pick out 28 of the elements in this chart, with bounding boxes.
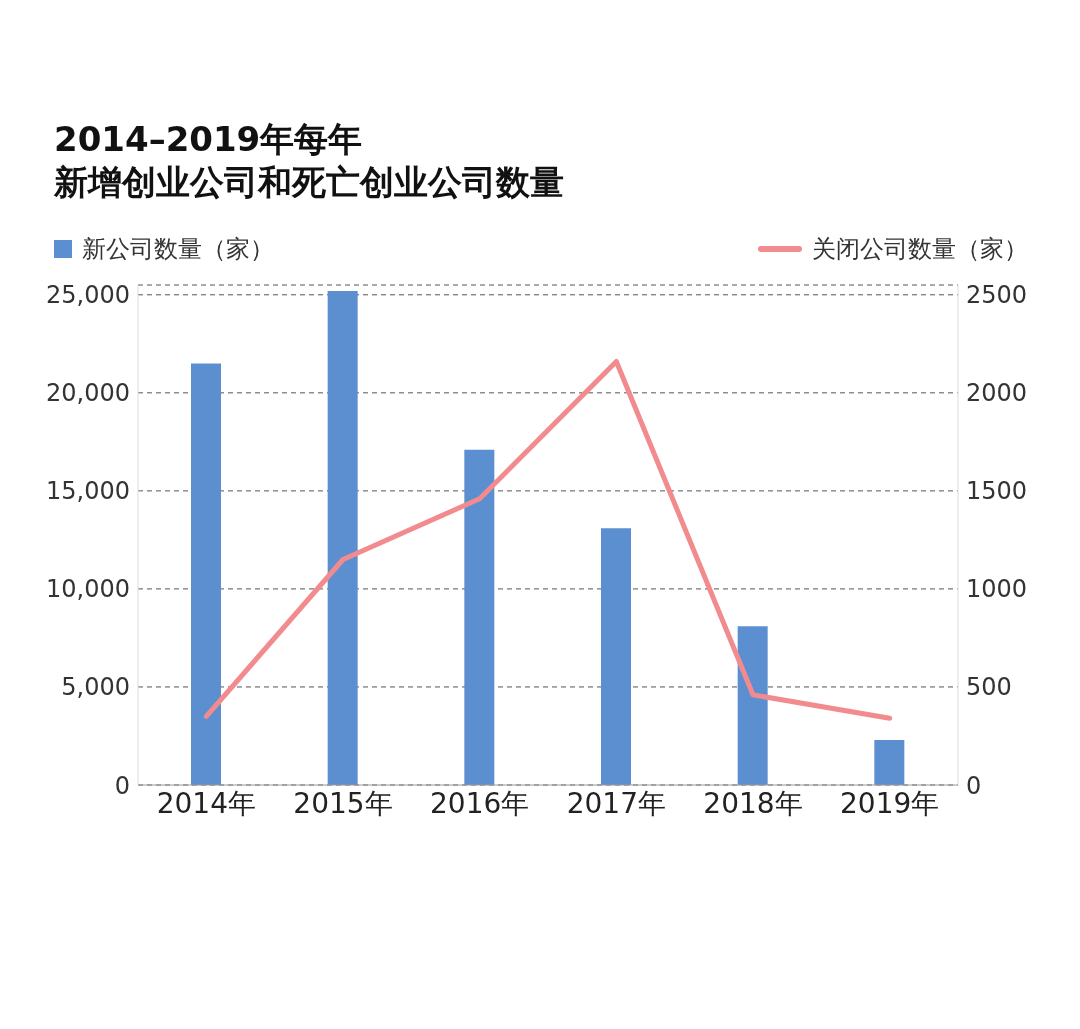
legend-label: 新公司数量（家） [82,234,274,265]
x-tick-label: 2015年 [293,786,393,820]
x-tick-label: 2019年 [840,786,940,820]
chart-title: 2014–2019年每年 [54,118,364,161]
y2-tick-label: 0 [966,771,982,800]
legend-label: 关闭公司数量（家） [812,234,1028,265]
x-tick-label: 2014年 [156,786,256,820]
y2-tick-label: 1500 [966,477,1028,506]
y-tick-label: 15,000 [46,477,130,506]
bar [874,739,905,785]
bar [464,449,495,785]
x-tick-label: 2018年 [703,786,803,820]
x-tick-label: 2017年 [566,786,666,820]
y2-tick-label: 2500 [966,281,1028,310]
y2-tick-label: 1000 [966,575,1028,604]
x-tick-label: 2016年 [430,786,530,820]
bar [191,363,221,785]
bar [601,528,631,785]
chart-subtitle: 新增创业公司和死亡创业公司数量 [54,160,565,203]
y-tick-label: 20,000 [46,379,130,408]
y-tick-label: 10,000 [46,575,130,604]
bar [737,626,768,785]
y2-tick-label: 500 [966,673,1012,702]
y-tick-label: 0 [114,771,130,800]
y-tick-label: 25,000 [46,281,130,310]
bar [327,290,358,785]
y2-tick-label: 2000 [966,379,1028,408]
y-tick-label: 5,000 [61,673,130,702]
